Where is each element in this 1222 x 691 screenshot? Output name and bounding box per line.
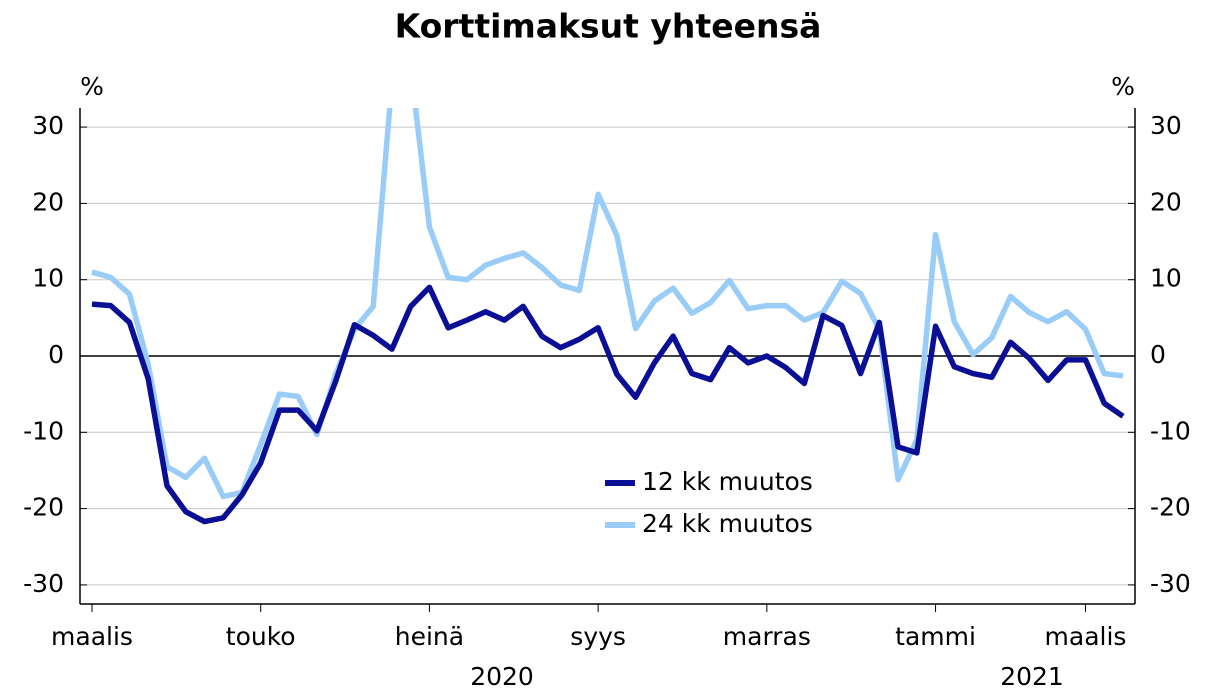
y-tick-label: 30 [32, 111, 64, 140]
y-tick-label: 0 [48, 340, 64, 369]
x-tick-label: marras [723, 622, 811, 651]
y2-tick-label: -10 [1150, 416, 1191, 445]
year-label: 2021 [1000, 662, 1064, 691]
chart-title: Korttimaksut yhteensä [395, 7, 822, 46]
legend-label: 24 kk muutos [642, 509, 813, 538]
year-label: 2020 [470, 662, 534, 691]
y2-tick-label: 10 [1150, 264, 1182, 293]
line-series [91, 284, 1125, 525]
y-tick-label: -10 [23, 416, 64, 445]
y-tick-label: -20 [23, 493, 64, 522]
x-tick-label: tammi [895, 622, 976, 651]
y2-tick-label: 20 [1150, 187, 1182, 216]
line-series [91, 108, 1124, 500]
x-tick-label: maalis [1045, 622, 1127, 651]
y-tick-label: 20 [32, 187, 64, 216]
legend-label: 12 kk muutos [642, 467, 813, 496]
y2-tick-label: -30 [1150, 569, 1191, 598]
y2-tick-label: 30 [1150, 111, 1182, 140]
x-tick-label: maalis [51, 622, 133, 651]
y-tick-label: -30 [23, 569, 64, 598]
y-unit: % [80, 72, 104, 101]
x-tick-label: touko [226, 622, 296, 651]
y2-unit: % [1111, 72, 1135, 101]
x-tick-label: heinä [395, 622, 464, 651]
y2-tick-label: -20 [1150, 493, 1191, 522]
y2-tick-label: 0 [1150, 340, 1166, 369]
y-tick-label: 10 [32, 264, 64, 293]
x-tick-label: syys [570, 622, 626, 651]
